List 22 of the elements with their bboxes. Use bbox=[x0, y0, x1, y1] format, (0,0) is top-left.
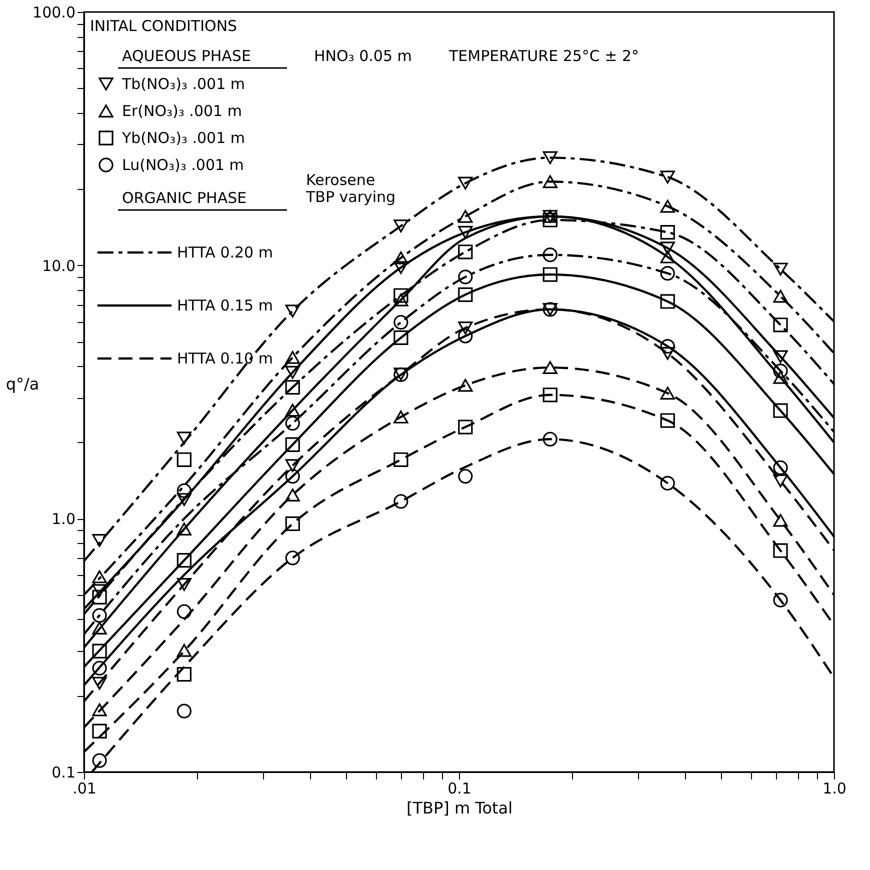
annotation: AQUEOUS PHASE bbox=[122, 47, 251, 65]
y-tick-label: 1.0 bbox=[52, 510, 76, 528]
legend-label: HTTA 0.15 m bbox=[177, 296, 273, 314]
annotation: TEMPERATURE 25°C ± 2° bbox=[448, 47, 640, 65]
legend-label: HTTA 0.10 m bbox=[177, 350, 273, 368]
legend-label: Tb(NO₃)₃ .001 m bbox=[121, 75, 245, 93]
x-tick-label: 1.0 bbox=[822, 780, 846, 798]
y-axis-title: q°/a bbox=[6, 374, 40, 394]
y-tick-label: 0.1 bbox=[52, 764, 76, 782]
legend-label: Lu(NO₃)₃ .001 m bbox=[122, 156, 244, 174]
annotation: INITAL CONDITIONS bbox=[90, 17, 238, 35]
legend-label: Yb(NO₃)₃ .001 m bbox=[121, 129, 245, 147]
legend-label: HTTA 0.20 m bbox=[177, 244, 273, 262]
y-tick-label: 10.0 bbox=[42, 256, 76, 275]
annotation: HNO₃ 0.05 m bbox=[314, 47, 412, 65]
y-tick-label: 100.0 bbox=[32, 4, 76, 22]
annotation: Kerosene TBP varying bbox=[305, 171, 396, 206]
x-axis-title: [TBP] m Total bbox=[406, 798, 513, 818]
legend-label: Er(NO₃)₃ .001 m bbox=[122, 102, 242, 120]
x-tick-label: 0.1 bbox=[448, 780, 472, 798]
annotation: ORGANIC PHASE bbox=[122, 189, 247, 207]
x-tick-label: .01 bbox=[72, 780, 96, 798]
